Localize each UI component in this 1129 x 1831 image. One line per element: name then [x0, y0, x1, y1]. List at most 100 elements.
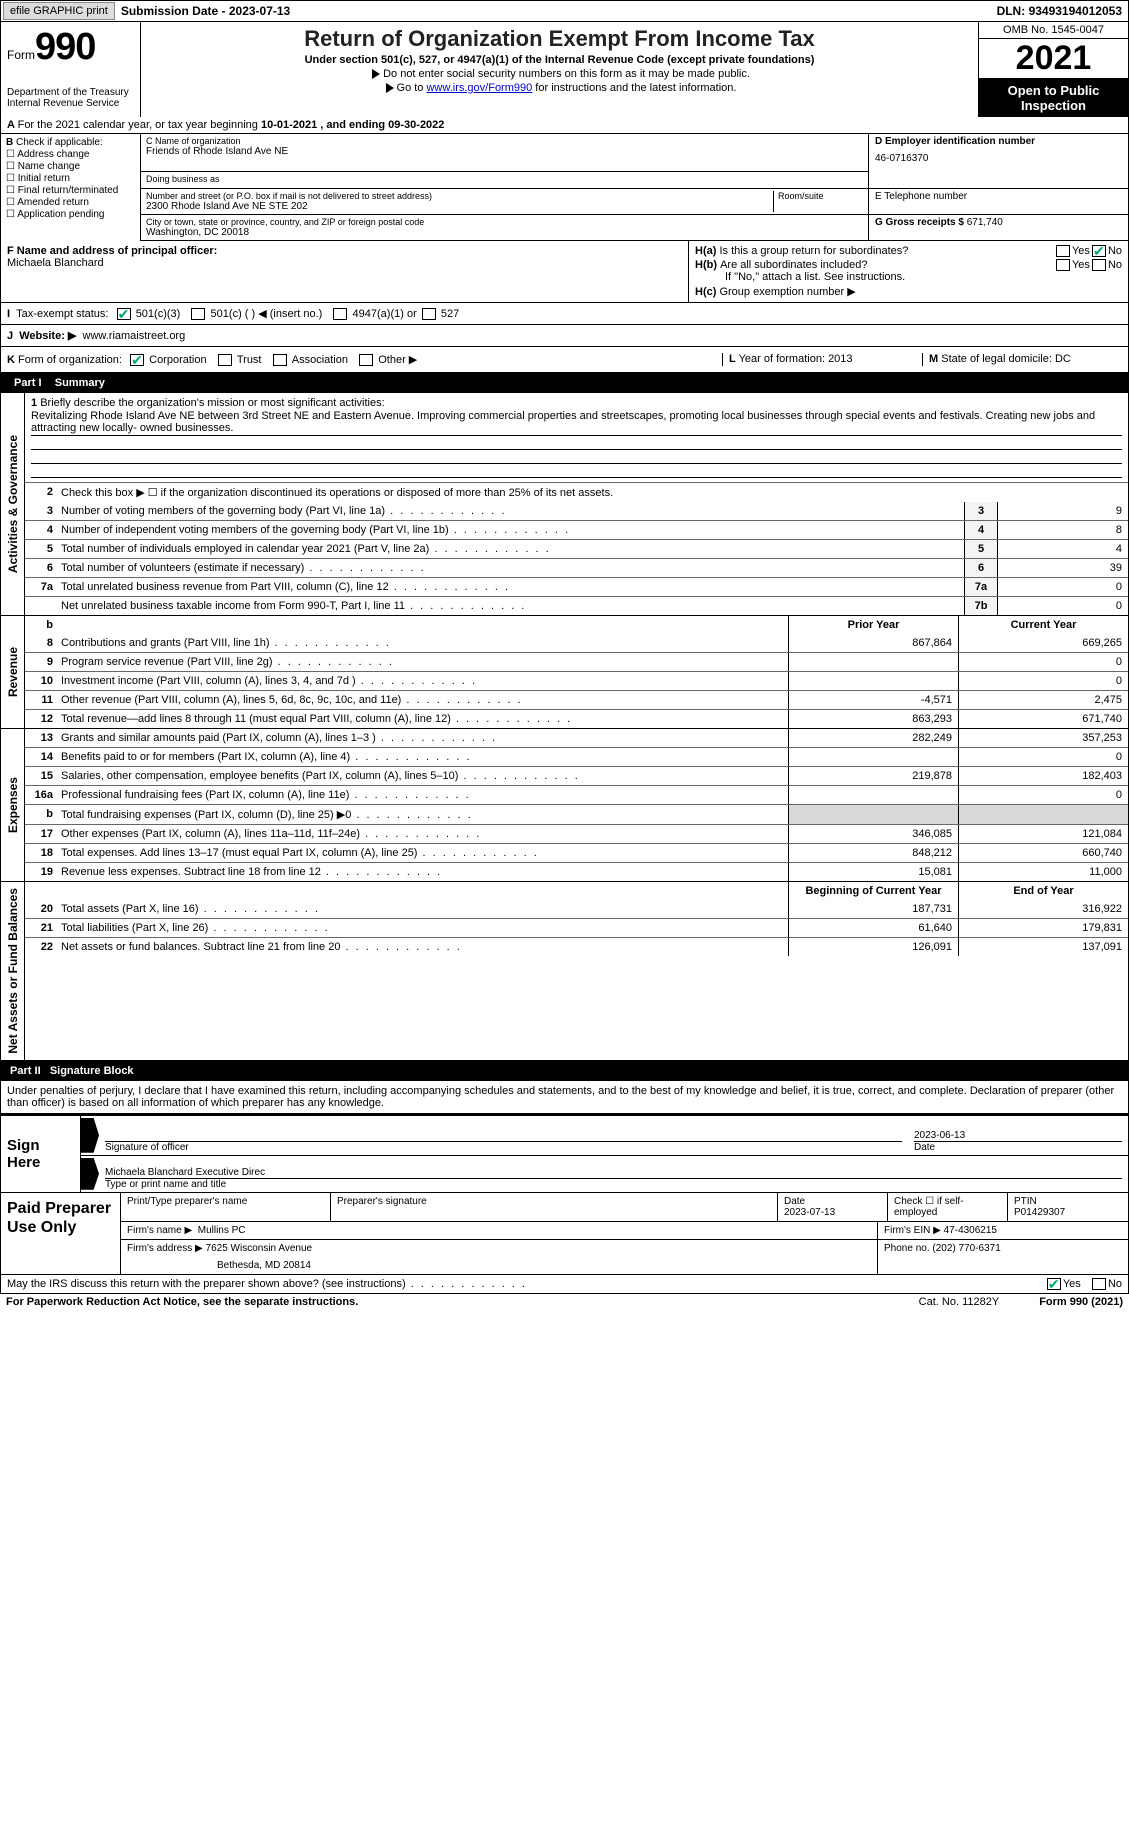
cb-501c3[interactable] [117, 308, 131, 320]
efile-print-button[interactable]: efile GRAPHIC print [3, 2, 115, 20]
firm-ein-cell: Firm's EIN ▶ 47-4306215 [878, 1222, 1128, 1239]
cb-address-change[interactable]: ☐ Address change [6, 149, 135, 160]
discuss-row: May the IRS discuss this return with the… [0, 1275, 1129, 1294]
cb-discuss-yes[interactable] [1047, 1278, 1061, 1290]
summary-row: 8Contributions and grants (Part VIII, li… [25, 634, 1128, 652]
dln-label: DLN: [997, 4, 1029, 18]
form-number: 990 [35, 26, 95, 68]
ein-value: 46-0716370 [875, 153, 1122, 164]
cb-final-return[interactable]: ☐ Final return/terminated [6, 185, 135, 196]
top-bar: efile GRAPHIC print Submission Date - 20… [0, 0, 1129, 22]
summary-row: 20Total assets (Part X, line 16)187,7313… [25, 900, 1128, 918]
summary-row: 21Total liabilities (Part X, line 26)61,… [25, 918, 1128, 937]
firm-name-cell: Firm's name ▶ Mullins PC [121, 1222, 878, 1239]
paid-preparer-label: Paid Preparer Use Only [1, 1193, 121, 1274]
sign-here-block: Sign Here Signature of officer 2023-06-1… [0, 1114, 1129, 1193]
website-value: www.riamaistreet.org [83, 330, 186, 342]
summary-row: 7aTotal unrelated business revenue from … [25, 577, 1128, 596]
irs-link[interactable]: www.irs.gov/Form990 [426, 82, 532, 94]
col-h: H(a) Is this a group return for subordin… [688, 241, 1128, 302]
prep-date-cell: Date2023-07-13 [778, 1193, 888, 1221]
arrow-icon [386, 83, 394, 93]
paid-preparer-block: Paid Preparer Use Only Print/Type prepar… [0, 1193, 1129, 1275]
part1-revenue: Revenue b Prior Year Current Year 8Contr… [0, 616, 1129, 729]
cb-amended-return[interactable]: ☐ Amended return [6, 197, 135, 208]
part2-title: Signature Block [50, 1065, 134, 1077]
h-a-label: Is this a group return for subordinates? [719, 245, 1054, 257]
cb-hb-no[interactable] [1092, 259, 1106, 271]
summary-row: 22Net assets or fund balances. Subtract … [25, 937, 1128, 956]
cb-initial-return[interactable]: ☐ Initial return [6, 173, 135, 184]
prep-self-cell: Check ☐ if self-employed [888, 1193, 1008, 1221]
cb-trust[interactable] [218, 354, 232, 366]
summary-row: 16aProfessional fundraising fees (Part I… [25, 785, 1128, 804]
form-subtitle: Under section 501(c), 527, or 4947(a)(1)… [147, 54, 972, 66]
cb-other[interactable] [359, 354, 373, 366]
cb-application-pending[interactable]: ☐ Application pending [6, 209, 135, 220]
part1-net-assets: Net Assets or Fund Balances Beginning of… [0, 882, 1129, 1061]
mission-block: 1 Briefly describe the organization's mi… [25, 393, 1128, 482]
col-f-officer: F Name and address of principal officer:… [1, 241, 688, 302]
summary-row: Net unrelated business taxable income fr… [25, 596, 1128, 615]
cell-d-ein: D Employer identification number 46-0716… [868, 134, 1128, 189]
submission-date-label: Submission Date - [121, 4, 229, 18]
h-c-label: Group exemption number ▶ [719, 286, 855, 298]
dba-label: Doing business as [141, 171, 868, 186]
cb-ha-no[interactable] [1092, 245, 1106, 257]
summary-row: 6Total number of volunteers (estimate if… [25, 558, 1128, 577]
part1-title: Summary [55, 377, 105, 389]
vtab-revenue: Revenue [1, 616, 25, 728]
row-i-tax-status: I Tax-exempt status: 501(c)(3) 501(c) ( … [0, 303, 1129, 325]
dept-treasury: Department of the Treasury Internal Reve… [7, 87, 134, 109]
dln: DLN: 93493194012053 [991, 1, 1128, 21]
cell-street: Number and street (or P.O. box if mail i… [141, 189, 868, 215]
cb-corporation[interactable] [130, 354, 144, 366]
row-klm: K Form of organization: Corporation Trus… [0, 347, 1129, 373]
cb-ha-yes[interactable] [1056, 245, 1070, 257]
vtab-net-assets: Net Assets or Fund Balances [1, 882, 25, 1060]
summary-row: 9Program service revenue (Part VIII, lin… [25, 652, 1128, 671]
form-footer: Form 990 (2021) [1039, 1296, 1123, 1308]
part1-expenses: Expenses 13Grants and similar amounts pa… [0, 729, 1129, 882]
vtab-activities: Activities & Governance [1, 393, 25, 615]
part2-declaration: Under penalties of perjury, I declare th… [0, 1081, 1129, 1114]
summary-row: 5Total number of individuals employed in… [25, 539, 1128, 558]
cb-501c[interactable] [191, 308, 205, 320]
part2-bar: Part II Signature Block [0, 1061, 1129, 1081]
summary-row: 3Number of voting members of the governi… [25, 502, 1128, 520]
summary-row: 13Grants and similar amounts paid (Part … [25, 729, 1128, 747]
cb-association[interactable] [273, 354, 287, 366]
summary-row: 15Salaries, other compensation, employee… [25, 766, 1128, 785]
col-cd: C Name of organization Friends of Rhode … [141, 134, 1128, 241]
summary-row: 11Other revenue (Part VIII, column (A), … [25, 690, 1128, 709]
dln-value: 93493194012053 [1029, 4, 1122, 18]
tax-year: 2021 [979, 39, 1128, 79]
hdr-current-year: Current Year [958, 616, 1128, 634]
form-word: Form [7, 48, 35, 62]
cb-discuss-no[interactable] [1092, 1278, 1106, 1290]
hdr-eoy: End of Year [958, 882, 1128, 900]
q2-discontinued: Check this box ▶ ☐ if the organization d… [59, 483, 1128, 502]
cb-527[interactable] [422, 308, 436, 320]
h-b-label: Are all subordinates included? [720, 259, 1054, 271]
part1-bar: Part I Summary [0, 373, 1129, 393]
block-fh: F Name and address of principal officer:… [0, 241, 1129, 303]
arrow-icon [81, 1158, 99, 1190]
submission-date: Submission Date - 2023-07-13 [117, 1, 294, 21]
summary-row: 12Total revenue—add lines 8 through 11 (… [25, 709, 1128, 728]
officer-name: Michaela Blanchard [7, 257, 104, 269]
header-center: Return of Organization Exempt From Incom… [141, 22, 978, 117]
submission-date-value: 2023-07-13 [229, 4, 290, 18]
firm-phone-cell: Phone no. (202) 770-6371 [878, 1240, 1128, 1274]
cell-c-name: C Name of organization Friends of Rhode … [141, 134, 868, 189]
street-value: 2300 Rhode Island Ave NE STE 202 [146, 201, 773, 212]
prep-sig-cell: Preparer's signature [331, 1193, 778, 1221]
vtab-expenses: Expenses [1, 729, 25, 881]
row-j-website: J Website: ▶ www.riamaistreet.org [0, 325, 1129, 347]
cb-4947[interactable] [333, 308, 347, 320]
summary-row: 17Other expenses (Part IX, column (A), l… [25, 824, 1128, 843]
year-formation: 2013 [828, 353, 852, 365]
cb-name-change[interactable]: ☐ Name change [6, 161, 135, 172]
cb-hb-yes[interactable] [1056, 259, 1070, 271]
sign-date: 2023-06-13 [914, 1130, 1122, 1141]
